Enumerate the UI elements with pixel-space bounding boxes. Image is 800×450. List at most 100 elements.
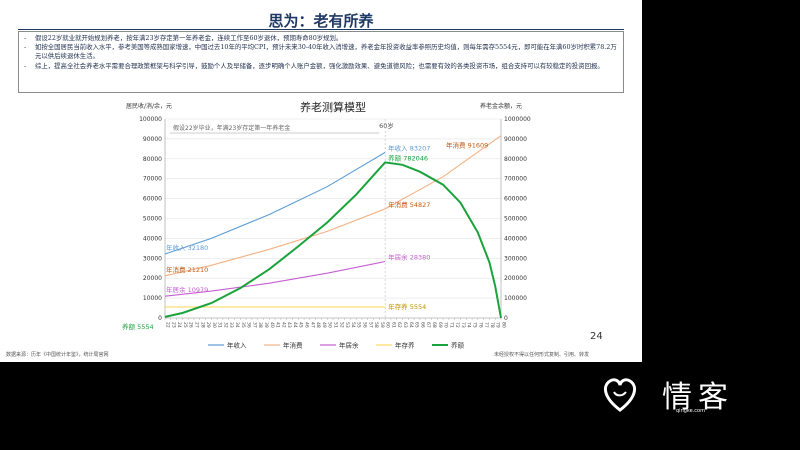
series-start-label-balance: 养额 5554: [122, 322, 154, 331]
y-axis-right-label: 养老金余额，元: [480, 102, 522, 110]
series-line-surplus: [164, 260, 386, 297]
bullet-text: 如按全国居民当前收入水平，参考美国等成熟国家增速，中国过去10年的平均CPI，预…: [35, 43, 617, 61]
x-tick-label: 31: [217, 322, 223, 328]
x-tick-label: 39: [263, 322, 269, 328]
x-tick-label: 67: [425, 322, 431, 328]
x-tick-label: 43: [286, 322, 292, 328]
y-tick-left: 10000: [143, 295, 162, 302]
y-tick-right: 1000000: [504, 116, 531, 123]
x-tick-label: 74: [466, 322, 472, 328]
x-tick-label: 49: [321, 322, 327, 328]
x-tick-label: 77: [483, 322, 489, 328]
y-tick-right: 0: [504, 315, 508, 322]
series-start-label-consumption: 年消费 21210: [166, 265, 208, 274]
x-tick-label: 65: [414, 322, 420, 328]
x-tick-label: 60: [385, 322, 391, 328]
x-tick-label: 45: [298, 322, 304, 328]
heart-icon: [603, 378, 637, 412]
series-end-label-income: 年收入 83207: [388, 143, 430, 152]
x-tick-label: 53: [344, 322, 350, 328]
x-tick-label: 50: [327, 322, 333, 328]
x-tick-label: 38: [257, 322, 263, 328]
x-tick-label: 62: [396, 322, 402, 328]
x-tick-label: 63: [402, 322, 408, 328]
x-tick-label: 69: [437, 322, 443, 328]
x-tick-label: 27: [193, 322, 199, 328]
series-end-label-consumption: 年消费 91609: [446, 141, 488, 150]
bullet-marker: -: [24, 34, 27, 42]
y-tick-right: 700000: [504, 176, 527, 183]
x-tick-label: 24: [176, 322, 182, 328]
legend-label-deposit: 年存养: [395, 341, 415, 350]
x-tick-label: 73: [460, 322, 466, 328]
chart-title: 养老测算模型: [300, 100, 366, 114]
series-start-label-surplus: 年居余 10979: [166, 285, 208, 294]
x-tick-label: 61: [390, 322, 396, 328]
brand-logo-sub: qingke.com: [676, 408, 705, 414]
bullet-item: - 假设22岁就业就开始规划养老，按年满23岁存定第一年养老金，连续工作至60岁退…: [23, 34, 619, 43]
y-tick-right: 400000: [504, 235, 527, 242]
x-tick-label: 78: [489, 322, 495, 328]
y-tick-left: 30000: [143, 255, 162, 262]
y-tick-right: 800000: [504, 156, 527, 163]
series-line-balance: [164, 161, 502, 319]
x-tick-label: 58: [373, 322, 379, 328]
y-tick-left: 100000: [139, 116, 162, 123]
slide-title: 思为：老有所养: [268, 12, 374, 30]
series-line-consumption: [164, 135, 502, 277]
y-tick-right: 200000: [504, 275, 527, 282]
y-tick-left: 20000: [143, 275, 162, 282]
x-tick-label: 42: [280, 322, 286, 328]
x-tick-label: 41: [275, 322, 281, 328]
y-tick-right: 500000: [504, 216, 527, 223]
x-tick-label: 32: [222, 322, 228, 328]
y-tick-right: 300000: [504, 255, 527, 262]
x-tick-label: 44: [292, 322, 298, 328]
x-tick-label: 72: [454, 322, 460, 328]
series-start-label-income: 年收入 32180: [166, 243, 208, 252]
y-tick-left: 90000: [143, 136, 162, 143]
x-tick-label: 33: [228, 322, 234, 328]
x-tick-label: 56: [361, 322, 367, 328]
y-tick-right: 900000: [504, 136, 527, 143]
x-tick-label: 46: [304, 322, 310, 328]
y-tick-left: 0: [158, 315, 162, 322]
x-tick-label: 66: [419, 322, 425, 328]
series-mid-label-consumption: 年消费 54827: [388, 200, 430, 209]
x-tick-label: 57: [367, 322, 373, 328]
bullet-marker: -: [24, 43, 27, 52]
x-tick-label: 30: [211, 322, 217, 328]
y-tick-left: 60000: [143, 196, 162, 203]
x-tick-label: 47: [309, 322, 315, 328]
bullet-marker: -: [24, 61, 27, 70]
x-tick-label: 36: [246, 322, 252, 328]
series-peak-label-balance: 养额 782046: [388, 153, 428, 162]
y-tick-left: 50000: [143, 216, 162, 223]
page-number: 24: [590, 331, 603, 342]
x-tick-label: 76: [477, 322, 483, 328]
x-tick-label: 35: [240, 322, 246, 328]
pension-chart: 养老测算模型 居民收/消/余，元 养老金余额，元 0 10000 20000 30000 40…: [122, 100, 531, 350]
x-tick-label: 25: [182, 322, 188, 328]
annotation-text: 假设22岁毕业，年满23岁存定第一年养老金: [173, 124, 290, 132]
x-tick-label: 37: [251, 322, 257, 328]
series-end-label-surplus: 年居余 28380: [388, 253, 430, 262]
y-axis-left-label: 居民收/消/余，元: [126, 102, 172, 110]
title-divider: [18, 29, 624, 30]
x-tick-label: 54: [350, 322, 356, 328]
x-tick-label: 70: [443, 322, 449, 328]
x-tick-label: 26: [188, 322, 194, 328]
legend-label-surplus: 年居余: [339, 341, 359, 350]
legend-label-consumption: 年消费: [283, 341, 303, 350]
copyright-notice: 未经授权不得以任何形式复制、引用、转发: [494, 352, 590, 358]
x-tick-label: 48: [315, 322, 321, 328]
x-tick-label: 75: [472, 322, 478, 328]
bullet-text: 综上，提高全社会养老水平需要合理政策框架与科学引导，鼓励个人及早储备，逐步明确个…: [35, 61, 604, 70]
x-tick-label: 52: [338, 322, 344, 328]
x-tick-label: 79: [495, 322, 501, 328]
slide: 思为：老有所养 - 假设22岁就业就开始规划养老，按年满23岁存定第一年养老金，连…: [0, 0, 642, 362]
x-tick-label: 29: [205, 322, 211, 328]
x-tick-label: 55: [356, 322, 362, 328]
data-source: 数据来源：历年《中国统计年鉴》，统计局官网: [6, 352, 109, 358]
x-tick-label: 64: [408, 322, 414, 328]
